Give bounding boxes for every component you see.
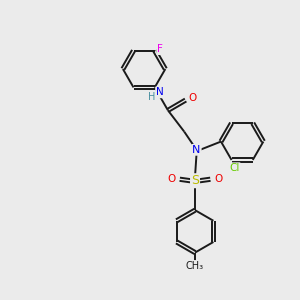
Text: N: N <box>156 87 164 98</box>
Text: H: H <box>148 92 156 101</box>
Text: F: F <box>157 44 163 54</box>
Text: Cl: Cl <box>229 163 240 173</box>
Text: CH₃: CH₃ <box>186 261 204 271</box>
Text: N: N <box>192 145 201 155</box>
Text: O: O <box>167 174 175 184</box>
Text: O: O <box>188 93 196 103</box>
Text: O: O <box>214 174 223 184</box>
Text: S: S <box>191 174 199 187</box>
